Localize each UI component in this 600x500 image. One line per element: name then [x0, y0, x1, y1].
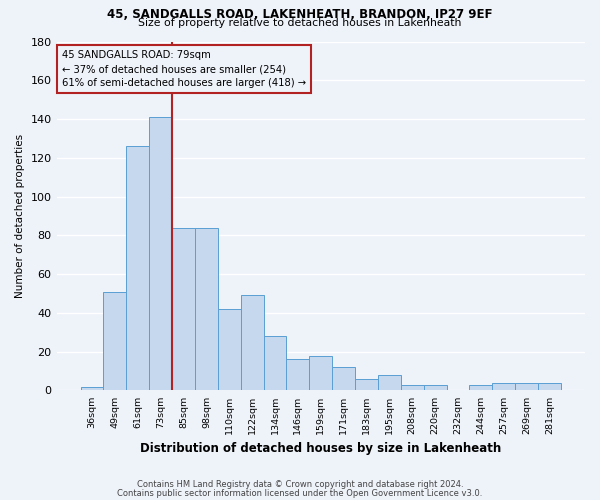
Text: 45, SANDGALLS ROAD, LAKENHEATH, BRANDON, IP27 9EF: 45, SANDGALLS ROAD, LAKENHEATH, BRANDON,…	[107, 8, 493, 20]
Bar	[286, 360, 310, 390]
Text: Size of property relative to detached houses in Lakenheath: Size of property relative to detached ho…	[139, 18, 461, 28]
Bar	[149, 117, 172, 390]
Bar	[332, 367, 355, 390]
Text: Contains public sector information licensed under the Open Government Licence v3: Contains public sector information licen…	[118, 488, 482, 498]
Bar	[263, 336, 286, 390]
Bar	[127, 146, 149, 390]
Bar	[172, 228, 195, 390]
Bar	[310, 356, 332, 390]
Text: 45 SANDGALLS ROAD: 79sqm
← 37% of detached houses are smaller (254)
61% of semi-: 45 SANDGALLS ROAD: 79sqm ← 37% of detach…	[62, 50, 306, 88]
Bar	[401, 384, 424, 390]
Y-axis label: Number of detached properties: Number of detached properties	[15, 134, 25, 298]
Bar	[355, 379, 378, 390]
Bar	[218, 309, 241, 390]
Bar	[493, 382, 515, 390]
Bar	[195, 228, 218, 390]
Bar	[80, 386, 103, 390]
Text: Contains HM Land Registry data © Crown copyright and database right 2024.: Contains HM Land Registry data © Crown c…	[137, 480, 463, 489]
Bar	[241, 296, 263, 390]
Bar	[424, 384, 446, 390]
Bar	[469, 384, 493, 390]
X-axis label: Distribution of detached houses by size in Lakenheath: Distribution of detached houses by size …	[140, 442, 502, 455]
Bar	[515, 382, 538, 390]
Bar	[378, 375, 401, 390]
Bar	[103, 292, 127, 390]
Bar	[538, 382, 561, 390]
